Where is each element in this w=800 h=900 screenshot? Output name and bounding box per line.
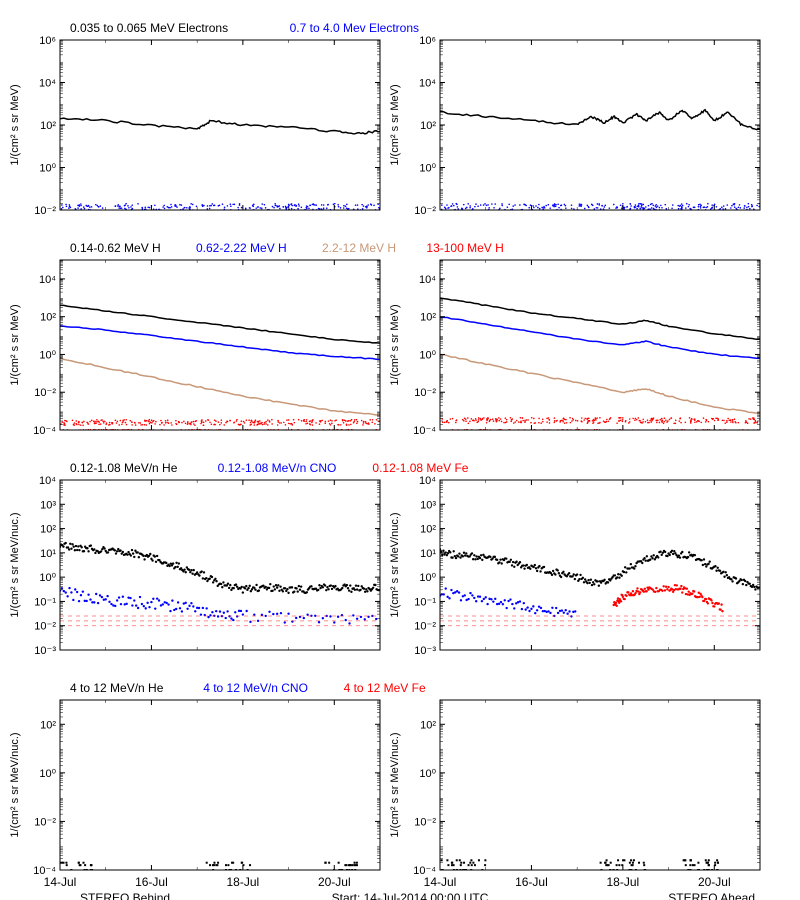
svg-text:0.035 to 0.065 MeV Electrons: 0.035 to 0.065 MeV Electrons <box>70 21 228 35</box>
svg-text:10⁻¹: 10⁻¹ <box>34 596 56 608</box>
svg-text:10⁴: 10⁴ <box>39 78 56 90</box>
svg-text:1/(cm² s sr MeV/nuc.): 1/(cm² s sr MeV/nuc.) <box>389 732 401 837</box>
svg-text:10¹: 10¹ <box>40 548 56 560</box>
svg-text:10⁻²: 10⁻² <box>34 205 56 217</box>
svg-text:10⁴: 10⁴ <box>39 475 56 487</box>
svg-text:1/(cm² s sr MeV): 1/(cm² s sr MeV) <box>9 84 21 165</box>
svg-text:4 to 12 MeV/n CNO: 4 to 12 MeV/n CNO <box>203 681 308 695</box>
svg-text:20-Jul: 20-Jul <box>318 875 351 889</box>
svg-text:10²: 10² <box>420 312 436 324</box>
svg-text:10⁻²: 10⁻² <box>414 621 436 633</box>
svg-text:10⁻³: 10⁻³ <box>34 645 56 657</box>
svg-text:10⁶: 10⁶ <box>39 35 56 47</box>
svg-text:10⁻²: 10⁻² <box>34 621 56 633</box>
svg-text:1/(cm² s sr MeV/nuc.): 1/(cm² s sr MeV/nuc.) <box>9 512 21 617</box>
svg-text:10²: 10² <box>420 120 436 132</box>
svg-text:1/(cm² s sr MeV/nuc.): 1/(cm² s sr MeV/nuc.) <box>389 512 401 617</box>
svg-text:0.12-1.08 MeV/n CNO: 0.12-1.08 MeV/n CNO <box>218 461 337 475</box>
svg-text:1/(cm² s sr MeV/nuc.): 1/(cm² s sr MeV/nuc.) <box>9 732 21 837</box>
svg-text:0.7 to 4.0 Mev Electrons: 0.7 to 4.0 Mev Electrons <box>290 21 419 35</box>
svg-text:10⁰: 10⁰ <box>419 349 436 361</box>
svg-text:10²: 10² <box>40 312 56 324</box>
panel-r1c0 <box>60 305 380 431</box>
svg-text:10¹: 10¹ <box>420 548 436 560</box>
svg-text:10⁰: 10⁰ <box>39 768 56 780</box>
svg-text:10⁻²: 10⁻² <box>34 816 56 828</box>
panel-r2c0 <box>59 542 380 626</box>
svg-text:10²: 10² <box>420 719 436 731</box>
svg-text:0.62-2.22 MeV H: 0.62-2.22 MeV H <box>196 241 287 255</box>
svg-text:10⁻²: 10⁻² <box>414 205 436 217</box>
svg-text:0.12-1.08 MeV Fe: 0.12-1.08 MeV Fe <box>372 461 468 475</box>
svg-text:10⁻⁴: 10⁻⁴ <box>413 425 436 437</box>
svg-text:10⁻³: 10⁻³ <box>414 645 436 657</box>
svg-text:14-Jul: 14-Jul <box>44 875 77 889</box>
svg-text:10⁴: 10⁴ <box>419 78 436 90</box>
svg-text:10²: 10² <box>40 719 56 731</box>
svg-text:10⁻²: 10⁻² <box>414 387 436 399</box>
svg-text:10⁰: 10⁰ <box>419 572 436 584</box>
svg-text:10⁻¹: 10⁻¹ <box>414 596 436 608</box>
svg-text:10⁰: 10⁰ <box>39 572 56 584</box>
svg-text:10⁻²: 10⁻² <box>414 816 436 828</box>
svg-text:18-Jul: 18-Jul <box>227 875 260 889</box>
svg-text:10²: 10² <box>40 524 56 536</box>
svg-text:1/(cm² s sr MeV): 1/(cm² s sr MeV) <box>389 84 401 165</box>
svg-text:10⁴: 10⁴ <box>39 274 56 286</box>
svg-text:10²: 10² <box>40 120 56 132</box>
svg-text:10³: 10³ <box>40 499 56 511</box>
svg-text:10⁶: 10⁶ <box>419 35 436 47</box>
svg-text:10⁴: 10⁴ <box>419 274 436 286</box>
svg-text:10²: 10² <box>420 524 436 536</box>
svg-text:10⁻²: 10⁻² <box>34 387 56 399</box>
panel-r3c1 <box>440 859 760 871</box>
svg-text:10³: 10³ <box>420 499 436 511</box>
svg-text:16-Jul: 16-Jul <box>515 875 548 889</box>
svg-text:16-Jul: 16-Jul <box>135 875 168 889</box>
panel-r0c1 <box>440 110 760 217</box>
svg-text:STEREO Behind: STEREO Behind <box>80 891 170 900</box>
svg-text:13-100 MeV H: 13-100 MeV H <box>426 241 503 255</box>
panel-r0c0 <box>59 118 380 217</box>
svg-text:Start: 14-Jul-2014 00:00 UTC: Start: 14-Jul-2014 00:00 UTC <box>332 891 489 900</box>
svg-text:10⁰: 10⁰ <box>419 163 436 175</box>
svg-text:STEREO Ahead: STEREO Ahead <box>668 891 755 900</box>
svg-text:4 to 12 MeV Fe: 4 to 12 MeV Fe <box>344 681 426 695</box>
svg-text:2.2-12 MeV H: 2.2-12 MeV H <box>322 241 396 255</box>
svg-text:10⁴: 10⁴ <box>419 475 436 487</box>
svg-text:10⁰: 10⁰ <box>419 768 436 780</box>
svg-text:0.12-1.08 MeV/n He: 0.12-1.08 MeV/n He <box>70 461 178 475</box>
svg-text:20-Jul: 20-Jul <box>698 875 731 889</box>
svg-text:1/(cm² s sr MeV): 1/(cm² s sr MeV) <box>389 304 401 385</box>
svg-text:18-Jul: 18-Jul <box>607 875 640 889</box>
panel-r2c1 <box>439 548 760 626</box>
svg-text:14-Jul: 14-Jul <box>424 875 457 889</box>
panel-r1c1 <box>439 298 761 431</box>
svg-text:4 to 12 MeV/n He: 4 to 12 MeV/n He <box>70 681 164 695</box>
svg-text:10⁰: 10⁰ <box>39 163 56 175</box>
svg-text:1/(cm² s sr MeV): 1/(cm² s sr MeV) <box>9 304 21 385</box>
svg-text:10⁻⁴: 10⁻⁴ <box>33 425 56 437</box>
svg-text:10⁰: 10⁰ <box>39 349 56 361</box>
svg-text:0.14-0.62 MeV H: 0.14-0.62 MeV H <box>70 241 161 255</box>
